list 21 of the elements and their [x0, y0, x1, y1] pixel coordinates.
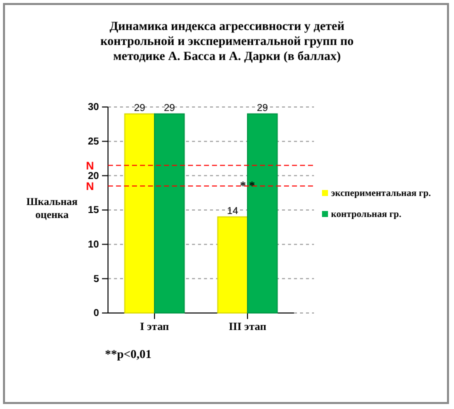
data-label: 14	[227, 206, 239, 217]
y-tick-label: 5	[93, 274, 100, 285]
ref-line-label: N	[86, 160, 94, 172]
text: **p<0,01	[105, 347, 152, 361]
y-tick-label: 20	[88, 170, 100, 182]
chart-title: Динамика индекса агрессивности у детей контрольной и экспериментальной групп по методике А. Басса и А. Дарки (в баллах)	[100, 19, 354, 63]
y-tick-label: 30	[88, 102, 100, 114]
y-tick-label: 15	[88, 205, 100, 216]
ref-line-label: N	[86, 180, 94, 193]
y-axis-title: Шкальная оценка	[26, 197, 78, 221]
data-label: 29	[134, 102, 146, 114]
x-tick-label: III этап	[228, 320, 267, 333]
data-label: 29	[256, 102, 268, 114]
annotation: * *	[240, 178, 255, 192]
x-tick-label: I этап	[140, 320, 170, 333]
data-label: 29	[164, 102, 176, 114]
legend-label: экспериментальная гр.	[331, 189, 431, 199]
y-tick-label: 25	[88, 136, 100, 148]
y-tick-label: 0	[93, 308, 100, 320]
y-tick-label: 10	[88, 240, 100, 251]
legend-label: контрольная гр.	[331, 210, 402, 220]
